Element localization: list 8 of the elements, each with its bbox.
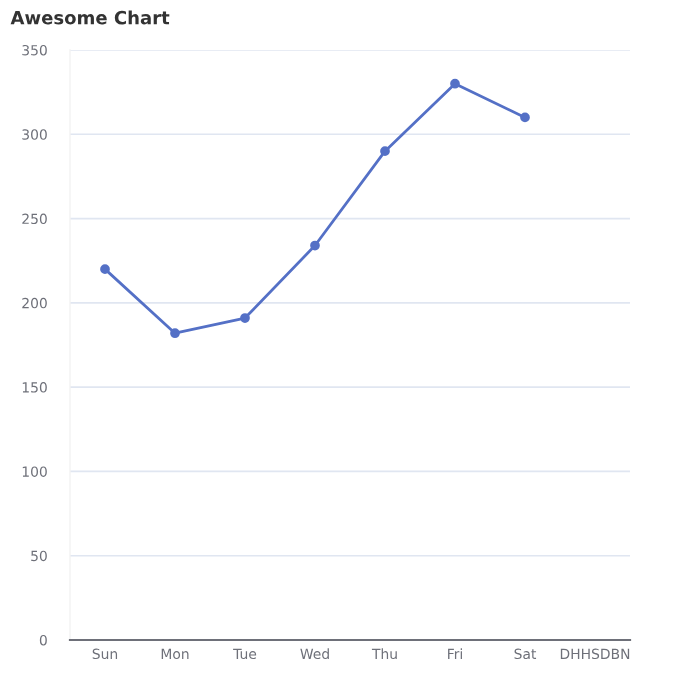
chart-title: Awesome Chart <box>10 10 170 25</box>
point <box>100 264 110 275</box>
point <box>450 78 460 89</box>
point <box>520 112 530 123</box>
point <box>380 146 390 156</box>
point <box>170 328 180 339</box>
point <box>310 240 320 251</box>
point <box>240 313 250 323</box>
